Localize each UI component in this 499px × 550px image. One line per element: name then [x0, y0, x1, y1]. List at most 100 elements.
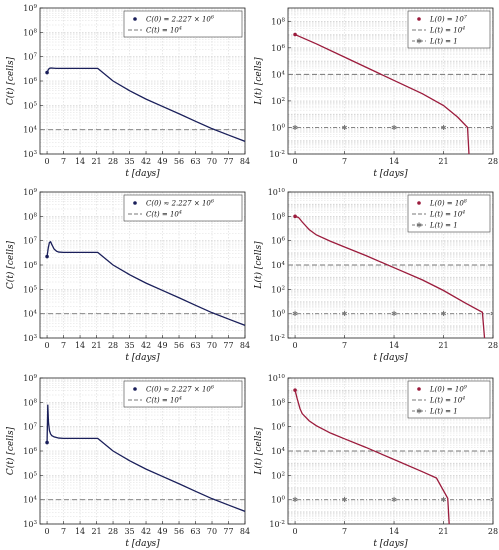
y-tick-label: 108: [23, 212, 37, 221]
legend-point-swatch: [417, 201, 421, 205]
x-tick-label: 28: [108, 527, 118, 536]
legend-point-swatch: [133, 17, 137, 21]
star-marker: ✱: [292, 310, 298, 318]
x-tick-label: 35: [124, 341, 134, 350]
y-tick-label: 107: [23, 53, 37, 62]
y-tick-label: 10-2: [269, 150, 285, 159]
legend-label: C(t) = 104: [146, 210, 182, 219]
legend: L(0) = 108 L(t) = 104 ✱ L(t) = 1: [407, 194, 491, 233]
series-line: [46, 67, 245, 142]
x-tick-label: 21: [91, 157, 101, 166]
y-tick-label: 104: [271, 261, 285, 270]
legend-box: [123, 380, 243, 408]
x-tick-label: 28: [488, 157, 498, 166]
y-tick-label: 102: [271, 97, 285, 106]
x-tick-label: 56: [174, 341, 184, 350]
star-marker: ✱: [441, 496, 447, 504]
star-marker: ✱: [342, 310, 348, 318]
x-tick-label: 42: [141, 341, 151, 350]
y-tick-label: 1010: [268, 374, 286, 383]
legend: L(0) = 109 L(t) = 104 ✱ L(t) = 1: [407, 380, 491, 419]
y-axis-label: C(t) [cells]: [5, 56, 16, 105]
y-tick-label: 108: [23, 28, 37, 37]
series-line: [294, 215, 486, 338]
y-axis-label: C(t) [cells]: [5, 426, 16, 475]
y-tick-label: 105: [23, 101, 37, 110]
series-group: [40, 67, 245, 142]
x-tick-label: 21: [438, 527, 448, 536]
chart-panel-1: 0 7 14 21 28 35 42 49 56 63 70 77 84 103 104 105 106 107 1…: [5, 4, 250, 179]
star-marker: ✱: [441, 310, 447, 318]
legend-point-swatch: [417, 387, 421, 391]
x-tick-label: 7: [61, 527, 66, 536]
x-tick-label: 14: [389, 341, 399, 350]
x-tick-label: 56: [174, 527, 184, 536]
y-tick-label: 103: [23, 520, 37, 529]
x-tick-label: 77: [223, 527, 233, 536]
y-tick-label: 106: [23, 77, 37, 86]
x-tick-label: 7: [61, 157, 66, 166]
legend-label: L(t) = 104: [429, 396, 465, 405]
y-tick-label: 106: [23, 261, 37, 270]
y-tick-label: 104: [23, 310, 37, 319]
x-tick-label: 28: [108, 157, 118, 166]
x-axis-label: t [days]: [373, 353, 408, 363]
x-tick-label: 7: [342, 527, 347, 536]
x-tick-label: 0: [45, 527, 50, 536]
x-tick-label: 63: [190, 157, 200, 166]
y-tick-label: 106: [271, 237, 285, 246]
x-tick-label: 49: [157, 341, 167, 350]
x-tick-label: 70: [207, 341, 217, 350]
legend: C(0) = 2.227 × 106 C(t) = 104: [123, 10, 243, 38]
initial-point: [293, 388, 297, 392]
y-tick-label: 106: [271, 423, 285, 432]
y-tick-label: 109: [23, 4, 37, 13]
legend-label: C(t) = 104: [146, 396, 182, 405]
star-marker: ✱: [342, 124, 348, 132]
legend-point-swatch: [417, 17, 421, 21]
x-tick-label: 21: [91, 527, 101, 536]
legend-box: [407, 380, 491, 419]
y-tick-label: 108: [271, 17, 285, 26]
x-tick-label: 77: [223, 157, 233, 166]
x-tick-label: 0: [45, 341, 50, 350]
x-tick-label: 84: [240, 527, 250, 536]
legend-box: [407, 194, 491, 233]
chart-panel-2: 0 7 14 21 28 10-2 100 102 104 106 108 t [days] L(t) …: [253, 7, 498, 179]
star-marker: ✱: [342, 496, 348, 504]
star-marker: ✱: [391, 310, 397, 318]
chart-panel-5: 0 7 14 21 28 35 42 49 56 63 70 77 84 103 104 105 106 107 1…: [5, 374, 250, 549]
star-marker: ✱: [292, 496, 298, 504]
legend-star-marker: ✱: [416, 408, 422, 416]
star-marker: ✱: [490, 124, 496, 132]
x-tick-label: 14: [389, 157, 399, 166]
legend-label: L(t) = 1: [429, 222, 458, 230]
x-tick-label: 7: [342, 157, 347, 166]
legend-label: C(t) = 104: [146, 26, 182, 35]
y-tick-label: 102: [271, 471, 285, 480]
series-group: ✱ ✱ ✱ ✱ ✱: [288, 32, 496, 154]
x-tick-label: 0: [293, 341, 298, 350]
star-marker: ✱: [292, 124, 298, 132]
y-axis-label: L(t) [cells]: [253, 57, 264, 106]
legend-box: [123, 194, 243, 222]
legend: C(0) ≈ 2.227 × 106 C(t) = 104: [123, 194, 243, 222]
x-tick-label: 14: [389, 527, 399, 536]
series-line: [294, 390, 450, 524]
legend-label: L(0) = 108: [429, 199, 467, 208]
x-tick-label: 7: [61, 341, 66, 350]
x-tick-label: 70: [207, 157, 217, 166]
chart-panel-4: 0 7 14 21 28 10-2 100 102 104 106 108 1010 t [days] L…: [253, 188, 498, 363]
legend: C(0) ≈ 2.227 × 106 C(t) = 104: [123, 380, 243, 408]
x-tick-label: 49: [157, 527, 167, 536]
legend-label: C(0) = 2.227 × 106: [146, 15, 214, 24]
x-tick-label: 63: [190, 341, 200, 350]
y-tick-label: 104: [271, 447, 285, 456]
legend-box: [407, 10, 491, 49]
x-tick-label: 56: [174, 157, 184, 166]
y-tick-label: 107: [23, 423, 37, 432]
legend-label: L(t) = 104: [429, 210, 465, 219]
x-tick-label: 28: [488, 527, 498, 536]
legend-label: L(t) = 1: [429, 408, 458, 416]
x-tick-label: 49: [157, 157, 167, 166]
